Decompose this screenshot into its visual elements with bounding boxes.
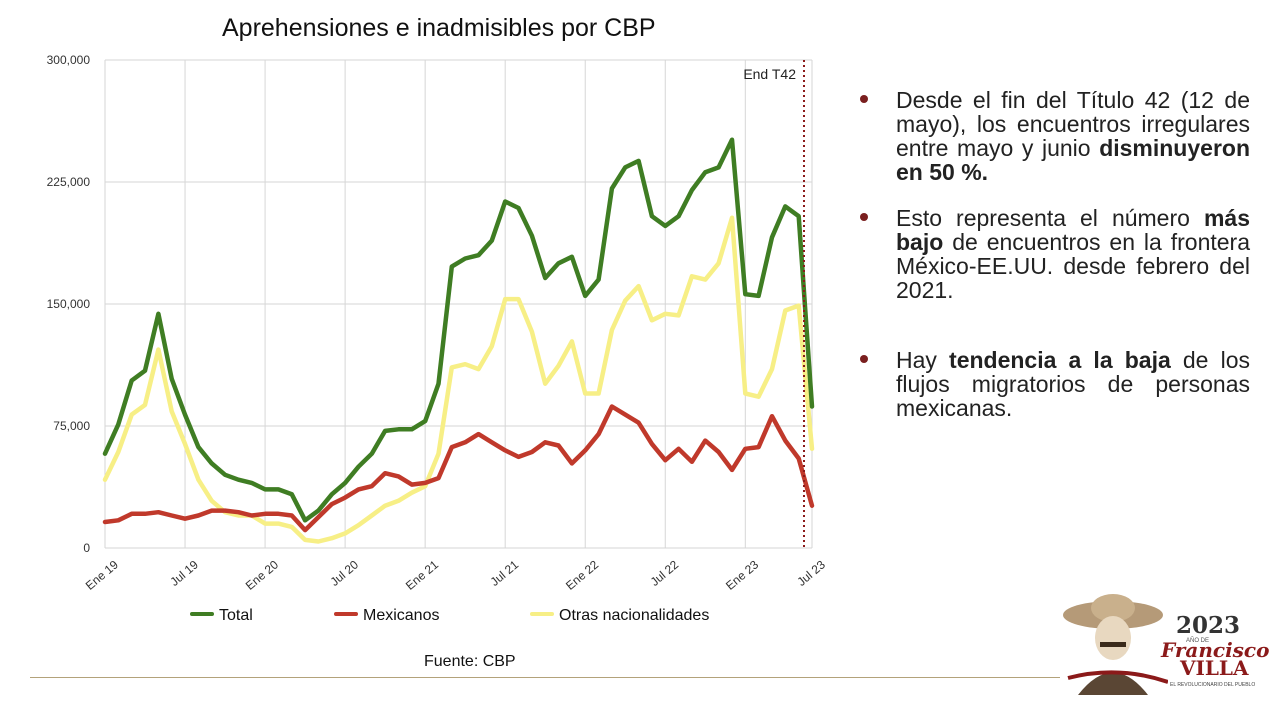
series-line-total [102,137,815,523]
y-tick-label: 0 [83,541,90,555]
y-tick-label: 300,000 [47,53,91,67]
x-tick-label: Ene 23 [723,557,761,592]
annotation-layer: End T42 [743,60,805,548]
logo: 2023 AÑO DE Francisco VILLA EL REVOLUCIO… [1058,590,1269,695]
logo-small-text: AÑO DE [1186,638,1210,644]
logo-subtitle: EL REVOLUCIONARIO DEL PUEBLO [1170,682,1256,688]
legend-label: Otras nacionalidades [559,607,709,624]
bullet-item-3: Hay tendencia a la baja de los flujos mi… [860,348,1250,420]
x-tick-label: Ene 19 [83,557,121,592]
bullet-item-2: Esto representa el número más bajo de en… [860,206,1250,302]
x-tick-label: Jul 20 [328,557,362,589]
series-line-otras-nacionalidades [102,215,815,544]
logo-name-first: Francisco [1161,638,1270,662]
line-chart: End T42 300,000 225,000 150,000 75,000 0 Ene … [47,53,829,624]
grid-layer [104,59,813,549]
y-tick-label: 150,000 [47,297,91,311]
portrait-icon [1063,594,1168,695]
legend: Total Mexicanos Otras nacionalidades [190,607,709,624]
y-tick-label: 225,000 [47,175,91,189]
x-tick-label: Ene 20 [243,557,281,592]
y-tick-label: 75,000 [53,419,90,433]
bullet-dot [860,355,868,363]
bullet-dot [860,213,868,221]
logo-name-last: VILLA [1180,656,1249,680]
bullet-list: Desde el fin del Título 42 (12 de mayo),… [860,88,1250,442]
source-label: Fuente: CBP [424,653,516,670]
logo-year: 2023 [1176,612,1241,639]
end-t42-label: End T42 [743,66,796,82]
legend-label: Total [219,607,253,624]
chart-title: Aprehensiones e inadmisibles por CBP [222,14,656,42]
legend-label: Mexicanos [363,607,439,624]
x-tick-label: Ene 21 [403,557,441,592]
bullet-dot [860,95,868,103]
series-line-mexicanos [102,404,815,533]
series-layer [102,137,815,544]
x-tick-label: Ene 22 [563,557,601,592]
bullet-item-1: Desde el fin del Título 42 (12 de mayo),… [860,88,1250,184]
x-tick-label: Jul 21 [488,557,522,589]
x-tick-label: Jul 19 [167,557,201,589]
x-tick-label: Jul 23 [794,557,828,589]
x-tick-label: Jul 22 [648,557,682,589]
footer-divider [30,677,1060,678]
